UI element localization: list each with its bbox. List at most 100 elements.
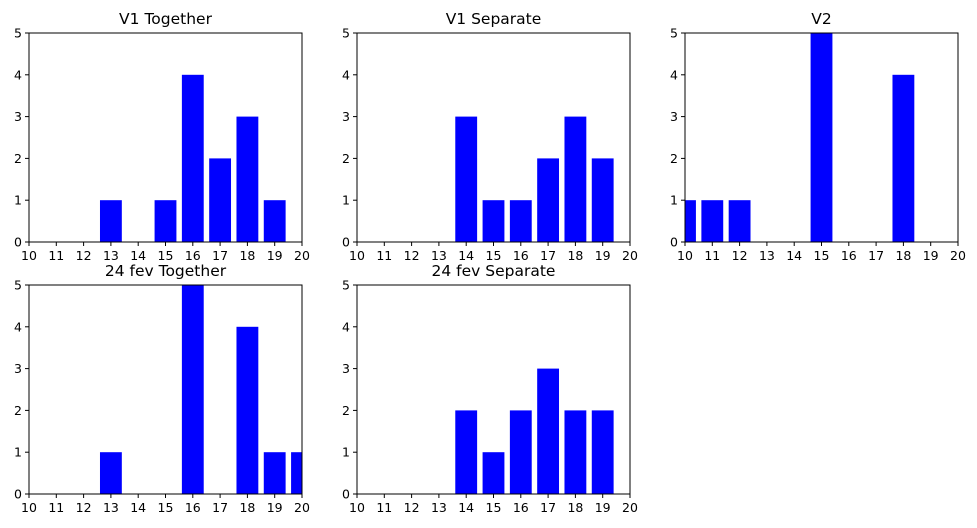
bar [154,200,177,242]
x-tick-label: 19 [923,248,939,263]
x-tick-label: 16 [841,248,857,263]
x-tick-label: 13 [759,248,775,263]
bar [181,74,204,242]
x-tick-label: 14 [130,500,146,515]
bar [591,158,614,242]
bar [591,410,614,494]
y-tick-label: 0 [14,235,22,250]
x-tick-label: 18 [567,248,583,263]
y-tick-label: 0 [342,487,350,502]
y-tick-label: 2 [14,151,22,166]
bar [537,368,560,494]
bars [455,368,614,494]
x-tick-label: 20 [950,248,966,263]
y-tick-label: 1 [14,445,22,460]
x-tick-label: 13 [103,500,119,515]
x-tick-label: 14 [786,248,802,263]
x-tick-label: 19 [267,500,283,515]
bar [537,158,560,242]
x-tick-label: 15 [158,248,174,263]
y-tick-label: 2 [342,151,350,166]
x-tick-label: 15 [486,500,502,515]
bar [564,116,587,242]
bars [455,116,614,242]
bar [810,33,833,242]
x-tick-label: 17 [540,500,556,515]
y-tick-label: 4 [14,319,22,334]
bar [564,410,587,494]
y-tick-label: 4 [14,67,22,82]
bar [99,452,122,494]
x-tick-label: 18 [239,500,255,515]
bar [236,116,259,242]
x-tick-label: 15 [158,500,174,515]
x-tick-label: 11 [704,248,720,263]
bar [99,200,122,242]
y-tick-label: 0 [670,235,678,250]
subplot-title: V1 Separate [446,10,542,28]
bar [482,452,505,494]
x-tick-label: 18 [895,248,911,263]
bar [291,452,302,494]
subplot-title: V2 [811,10,831,28]
x-tick-label: 14 [130,248,146,263]
x-tick-label: 16 [185,248,201,263]
y-tick-label: 3 [670,109,678,124]
bars [685,33,915,242]
x-tick-label: 20 [294,500,310,515]
y-tick-label: 5 [342,278,350,293]
x-tick-label: 19 [595,248,611,263]
y-tick-label: 5 [342,26,350,41]
bar [263,452,286,494]
y-tick-label: 4 [342,67,350,82]
x-tick-label: 20 [622,500,638,515]
x-tick-label: 12 [404,500,420,515]
y-tick-label: 1 [14,193,22,208]
x-tick-label: 20 [294,248,310,263]
x-tick-label: 15 [486,248,502,263]
y-tick-label: 4 [342,319,350,334]
y-tick-label: 5 [14,26,22,41]
subplot-title: 24 fev Separate [432,262,556,280]
x-tick-label: 11 [48,248,64,263]
x-tick-label: 15 [814,248,830,263]
y-tick-label: 1 [342,445,350,460]
bar [728,200,751,242]
x-tick-label: 16 [513,500,529,515]
y-tick-label: 0 [342,235,350,250]
y-tick-label: 1 [670,193,678,208]
x-tick-label: 11 [48,500,64,515]
subplot-title: V1 Together [119,10,213,28]
x-tick-label: 17 [868,248,884,263]
bar [701,200,724,242]
axes-frame [28,284,303,495]
y-tick-label: 5 [14,278,22,293]
subplot-title: 24 fev Together [105,262,227,280]
x-tick-label: 10 [349,248,365,263]
x-tick-label: 12 [76,248,92,263]
x-tick-label: 12 [732,248,748,263]
x-tick-label: 17 [540,248,556,263]
bar [455,410,478,494]
y-tick-label: 3 [342,361,350,376]
x-tick-label: 10 [349,500,365,515]
y-tick-label: 0 [14,487,22,502]
x-tick-label: 18 [567,500,583,515]
x-tick-label: 13 [431,248,447,263]
x-tick-label: 10 [677,248,693,263]
bars [99,74,286,242]
y-tick-label: 2 [14,403,22,418]
bar [482,200,505,242]
bar [509,200,532,242]
x-tick-label: 13 [103,248,119,263]
y-tick-label: 3 [342,109,350,124]
bars [99,285,302,494]
bar [263,200,286,242]
x-tick-label: 14 [458,248,474,263]
x-tick-label: 17 [212,248,228,263]
bar [455,116,478,242]
